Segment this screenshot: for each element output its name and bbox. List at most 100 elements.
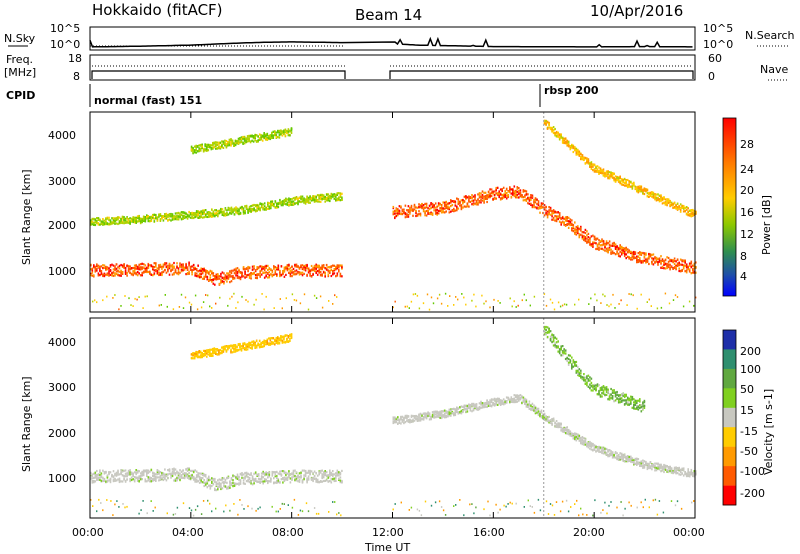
heatmap-cell	[249, 344, 252, 347]
heatmap-cell	[155, 473, 157, 476]
heatmap-cell	[183, 211, 186, 215]
heatmap-cell	[558, 212, 561, 215]
heatmap-cell	[229, 275, 231, 278]
heatmap-cell	[338, 474, 340, 477]
heatmap-cell	[282, 202, 284, 205]
heatmap-cell	[188, 475, 190, 478]
heatmap-cell	[230, 280, 233, 283]
heatmap-cell	[298, 196, 301, 199]
heatmap-cell	[250, 274, 252, 277]
heatmap-cell	[198, 475, 201, 478]
heatmap-cell	[303, 199, 305, 202]
heatmap-cell	[587, 160, 590, 163]
noise-right-tick-top: 10^5	[703, 22, 733, 35]
heatmap-cell	[394, 209, 396, 212]
heatmap-cell	[554, 210, 556, 213]
heatmap-cell	[141, 267, 143, 270]
heatmap-cell	[407, 213, 410, 217]
heatmap-cell	[294, 474, 296, 478]
heatmap-cell	[168, 472, 171, 475]
heatmap-cell	[450, 205, 452, 208]
heatmap-cell	[474, 202, 476, 205]
heatmap-cell	[200, 472, 202, 475]
heatmap-cell	[115, 267, 118, 270]
heatmap-cell	[324, 275, 326, 278]
heatmap-cell	[230, 348, 232, 351]
heatmap-cell	[259, 275, 261, 278]
heatmap-cell	[640, 253, 643, 256]
heatmap-cell	[669, 268, 671, 271]
heatmap-cell	[162, 270, 165, 273]
heatmap-cell	[301, 271, 304, 274]
heatmap-cell	[407, 420, 410, 423]
heatmap-cell	[130, 478, 133, 482]
heatmap-cell	[273, 273, 275, 276]
heatmap-cell	[322, 271, 325, 274]
heatmap-cell	[555, 220, 558, 223]
heatmap-cell	[329, 475, 331, 478]
heatmap-cell	[286, 265, 289, 268]
heatmap-cell	[96, 217, 98, 220]
heatmap-cell	[660, 197, 662, 200]
heatmap-cell	[413, 208, 416, 211]
heatmap-cell	[394, 216, 396, 220]
heatmap-cell	[339, 195, 342, 199]
heatmap-cell	[595, 242, 597, 245]
heatmap-cell	[507, 194, 510, 197]
heatmap-cell	[233, 208, 236, 212]
heatmap-cell	[652, 257, 655, 260]
heatmap-cell	[240, 136, 243, 139]
heatmap-cell	[617, 252, 620, 255]
heatmap-cell	[284, 131, 287, 134]
heatmap-cell	[103, 272, 106, 275]
heatmap-cell	[141, 478, 143, 481]
heatmap-cell	[213, 349, 216, 352]
heatmap-cell	[160, 304, 162, 306]
heatmap-cell	[318, 264, 320, 267]
heatmap-cell	[301, 480, 304, 483]
heatmap-cell	[315, 263, 317, 266]
heatmap-cell	[545, 122, 547, 125]
heatmap-cell	[655, 199, 658, 202]
heatmap-cell	[164, 262, 166, 265]
heatmap-cell	[180, 470, 183, 473]
heatmap-cell	[693, 262, 696, 265]
heatmap-cell	[90, 274, 92, 277]
heatmap-cell	[189, 268, 192, 271]
heatmap-cell	[335, 193, 337, 196]
heatmap-cell	[230, 344, 232, 347]
heatmap-cell	[165, 271, 168, 274]
heatmap-cell	[149, 470, 151, 473]
heatmap-cell	[418, 307, 421, 310]
heatmap-cell	[319, 274, 322, 277]
heatmap-cell	[646, 192, 649, 195]
heatmap-cell	[242, 266, 245, 269]
heatmap-cell	[623, 250, 626, 253]
heatmap-cell	[114, 265, 116, 268]
heatmap-cell	[278, 129, 281, 132]
heatmap-cell	[584, 162, 587, 165]
heatmap-cell	[224, 207, 227, 210]
heatmap-cell	[102, 479, 104, 482]
heatmap-cell	[136, 267, 139, 270]
heatmap-cell	[333, 193, 336, 196]
heatmap-cell	[194, 213, 196, 216]
heatmap-cell	[687, 268, 689, 271]
heatmap-cell	[545, 119, 547, 123]
heatmap-cell	[139, 268, 142, 271]
heatmap-cell	[468, 200, 470, 203]
heatmap-cell	[257, 139, 259, 142]
heatmap-cell	[633, 183, 635, 186]
heatmap-cell	[567, 222, 570, 225]
heatmap-cell	[477, 201, 479, 204]
heatmap-cell	[315, 271, 317, 274]
heatmap-cell	[253, 272, 255, 275]
heatmap-cell	[646, 260, 649, 263]
heatmap-cell	[487, 193, 490, 196]
heatmap-cell	[690, 272, 693, 275]
heatmap-cell	[283, 478, 286, 481]
heatmap-cell	[153, 220, 156, 223]
heatmap-cell	[144, 270, 147, 273]
heatmap-cell	[233, 144, 235, 147]
heatmap-cell	[186, 467, 189, 470]
